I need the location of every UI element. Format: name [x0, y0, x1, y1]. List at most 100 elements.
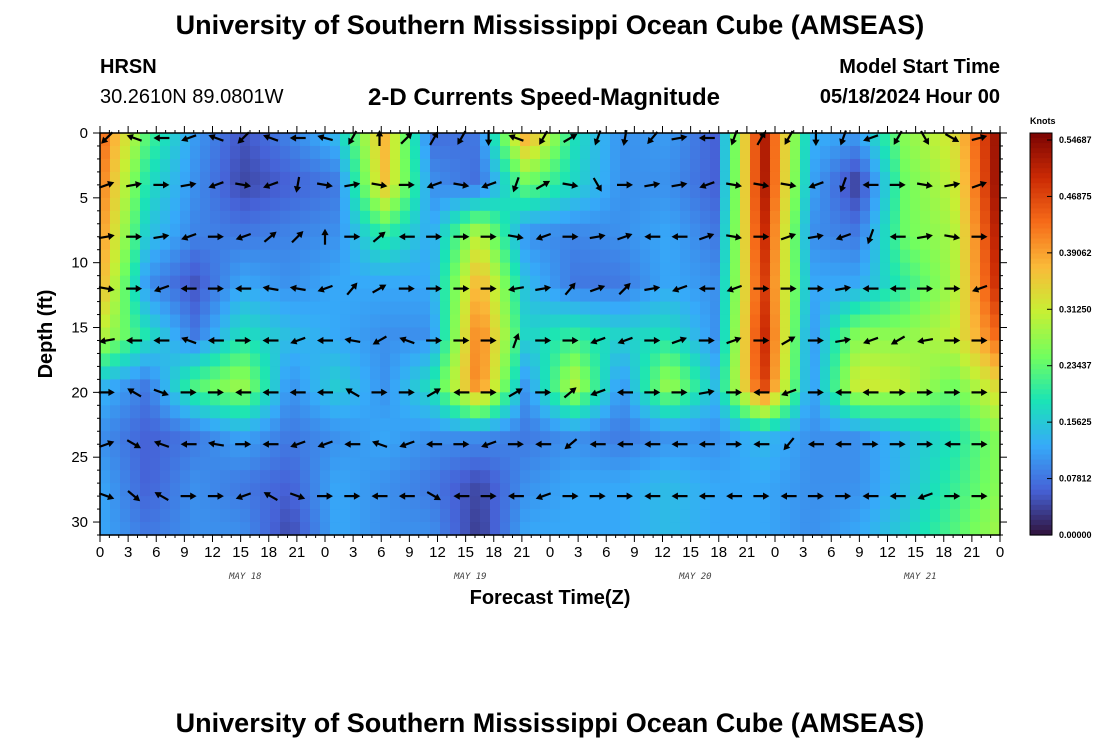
heatmap-cell	[910, 366, 921, 380]
heatmap-cell	[980, 431, 991, 445]
heatmap-cell	[500, 288, 511, 303]
current-arrow	[835, 284, 852, 292]
colorbar-unit: Knots	[1030, 116, 1056, 126]
heatmap-cell	[610, 327, 621, 342]
heatmap-cell	[100, 197, 111, 212]
heatmap-cell	[870, 340, 881, 355]
heatmap-cell	[700, 444, 711, 458]
heatmap-cell	[550, 496, 561, 510]
current-arrow	[344, 440, 361, 448]
heatmap-cell	[930, 301, 941, 316]
heatmap-cell	[220, 288, 231, 303]
heatmap-cell	[590, 288, 601, 303]
current-arrow	[207, 285, 224, 293]
heatmap-cell	[150, 158, 161, 173]
heatmap-cell	[730, 249, 741, 264]
current-arrow	[753, 388, 770, 396]
heatmap-cell	[240, 145, 251, 160]
heatmap-cell	[260, 366, 271, 380]
colorbar-segment	[1030, 514, 1052, 521]
heatmap-cell	[110, 483, 121, 497]
heatmap-cell	[200, 431, 211, 445]
heatmap-cell	[990, 418, 1001, 432]
heatmap-cell	[800, 210, 811, 225]
heatmap-cell	[890, 249, 901, 264]
heatmap-cell	[180, 249, 191, 264]
heatmap-cell	[300, 418, 311, 432]
heatmap-cell	[230, 379, 241, 393]
heatmap-cell	[320, 327, 331, 342]
heatmap-cell	[660, 327, 671, 342]
heatmap-cell	[480, 418, 491, 432]
heatmap-cell	[970, 184, 981, 199]
heatmap-cell	[280, 262, 291, 277]
heatmap-cell	[460, 223, 471, 238]
heatmap-cell	[990, 210, 1001, 225]
heatmap-cell	[660, 197, 671, 212]
heatmap-cell	[450, 301, 461, 316]
heatmap-cell	[880, 210, 891, 225]
heatmap-cell	[660, 483, 671, 497]
heatmap-cell	[390, 431, 401, 445]
current-arrow	[535, 284, 552, 292]
heatmap-cell	[960, 509, 971, 523]
heatmap-cell	[970, 171, 981, 186]
x-tick-label: 6	[827, 544, 835, 561]
heatmap-cell	[900, 470, 911, 484]
heatmap-cell	[270, 288, 281, 303]
heatmap-cell	[930, 379, 941, 393]
heatmap-cell	[740, 405, 751, 419]
heatmap-cell	[840, 522, 851, 536]
heatmap-cell	[610, 392, 621, 406]
heatmap-cell	[320, 366, 331, 380]
heatmap-cell	[130, 249, 141, 264]
heatmap-cell	[490, 210, 501, 225]
heatmap-cell	[260, 301, 271, 316]
heatmap-cell	[800, 470, 811, 484]
heatmap-cell	[480, 405, 491, 419]
heatmap-cell	[340, 340, 351, 355]
heatmap-cell	[260, 171, 271, 186]
heatmap-cell	[930, 171, 941, 186]
heatmap-cell	[250, 457, 261, 471]
heatmap-cell	[380, 171, 391, 186]
heatmap-cell	[610, 133, 621, 147]
heatmap-cell	[680, 158, 691, 173]
heatmap-cell	[500, 496, 511, 510]
heatmap-cell	[500, 470, 511, 484]
heatmap-cell	[280, 431, 291, 445]
heatmap-cell	[920, 379, 931, 393]
heatmap-cell	[480, 236, 491, 251]
day-label: MAY 19	[453, 572, 487, 582]
heatmap-cell	[800, 223, 811, 238]
heatmap-cell	[470, 405, 481, 419]
heatmap-cell	[250, 288, 261, 303]
heatmap-cell	[200, 392, 211, 406]
heatmap-cell	[790, 509, 801, 523]
heatmap-cell	[150, 379, 161, 393]
heatmap-cell	[240, 184, 251, 199]
heatmap-cell	[590, 314, 601, 329]
heatmap-cell	[760, 509, 771, 523]
heatmap-cell	[400, 379, 411, 393]
x-tick-label: 0	[546, 544, 554, 561]
heatmap-cell	[200, 184, 211, 199]
heatmap-cell	[210, 379, 221, 393]
heatmap-cell	[150, 133, 161, 147]
heatmap-cell	[950, 171, 961, 186]
heatmap-cell	[130, 522, 141, 536]
heatmap-cell	[190, 470, 201, 484]
heatmap-cell	[480, 366, 491, 380]
heatmap-cell	[670, 249, 681, 264]
heatmap-cell	[770, 133, 781, 147]
heatmap-cell	[490, 353, 501, 368]
heatmap-cell	[130, 457, 141, 471]
heatmap-cell	[650, 496, 661, 510]
heatmap-cell	[590, 210, 601, 225]
heatmap-cell	[280, 249, 291, 264]
heatmap-cell	[710, 301, 721, 316]
x-tick-label: 18	[710, 544, 727, 561]
current-arrow	[263, 134, 279, 142]
heatmap-cell	[790, 288, 801, 303]
heatmap-cell	[930, 197, 941, 212]
